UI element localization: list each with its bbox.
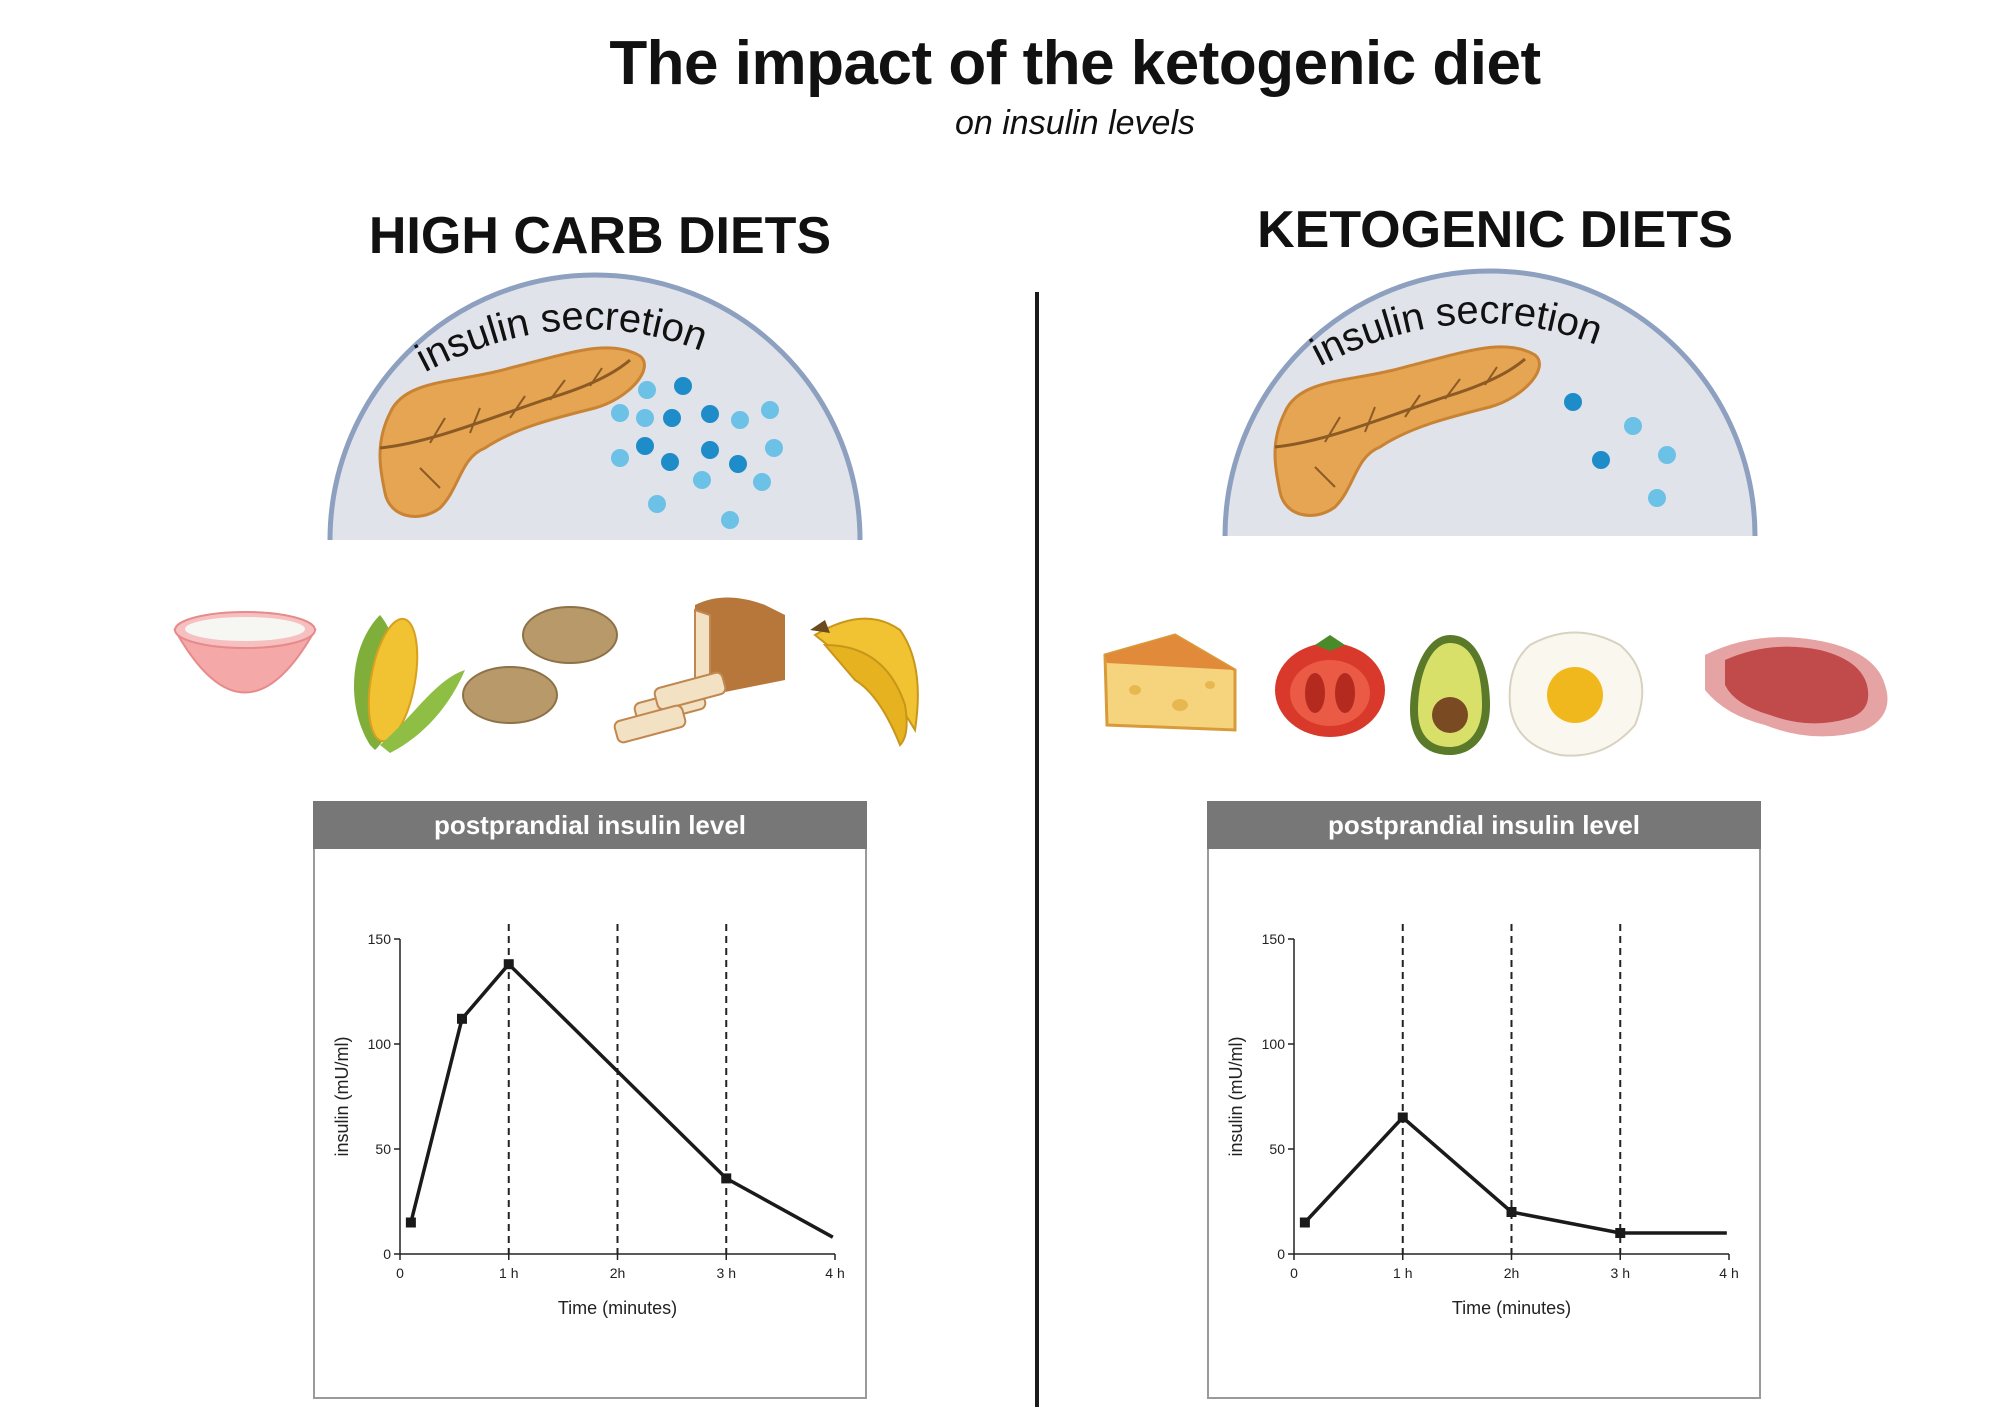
right-chart-panel: postprandial insulin level 0 50 100 150 0 1 h… — [1207, 801, 1761, 1399]
left-chart-panel: postprandial insulin level 0 50 100 150 0 1 h… — [313, 801, 867, 1399]
pancreas-icon — [378, 346, 646, 518]
bread-icon — [613, 597, 785, 744]
high-carb-title: HIGH CARB DIETS — [368, 207, 832, 265]
potatoes-icon — [462, 606, 618, 724]
x-axis-label: Time (minutes) — [1452, 1298, 1571, 1318]
x-tick-label: 4 h — [1719, 1265, 1738, 1281]
data-point — [456, 1013, 467, 1024]
x-tick-label: 4 h — [825, 1265, 844, 1281]
series-line — [409, 962, 834, 1239]
y-tick-label: 0 — [383, 1246, 391, 1262]
right-chart-header: postprandial insulin level — [1207, 801, 1761, 849]
y-tick-label: 150 — [368, 931, 392, 947]
left-insulin-dome: insulin secretion — [327, 272, 863, 541]
bananas-icon — [810, 617, 919, 747]
y-tick-label: 0 — [1277, 1246, 1285, 1262]
x-tick-label: 2h — [610, 1265, 626, 1281]
data-point — [405, 1217, 416, 1228]
x-tick-label: 3 h — [1611, 1265, 1630, 1281]
avocado-icon — [1410, 635, 1490, 755]
y-tick-label: 150 — [1262, 931, 1286, 947]
corn-icon — [353, 615, 465, 753]
x-tick-label: 0 — [396, 1265, 404, 1281]
insulin-particles — [611, 377, 783, 529]
page-title: The impact of the ketogenic diet — [609, 29, 1541, 98]
data-point — [1299, 1217, 1310, 1228]
insulin-particles — [1564, 393, 1676, 507]
x-tick-label: 1 h — [499, 1265, 518, 1281]
left-chart-header: postprandial insulin level — [313, 801, 867, 849]
data-point — [1506, 1207, 1517, 1217]
fried-egg-icon — [1508, 631, 1644, 757]
rice-bowl-icon — [173, 611, 317, 694]
y-axis-label: insulin (mU/ml) — [332, 1036, 352, 1156]
y-axis-label: insulin (mU/ml) — [1226, 1036, 1246, 1156]
left-insulin-chart: 0 50 100 150 0 1 h 2h 3 h 4 h Time (minutes) insul… — [332, 924, 845, 1318]
data-point — [503, 959, 514, 970]
data-point — [1397, 1112, 1408, 1123]
right-insulin-dome: insulin secretion — [1222, 268, 1758, 537]
x-tick-label: 0 — [1290, 1265, 1298, 1281]
data-point — [721, 1173, 732, 1184]
data-point — [1615, 1228, 1626, 1238]
right-insulin-chart: 0 50 100 150 0 1 h 2h 3 h 4 h Time (minutes) insul… — [1226, 924, 1739, 1318]
column-divider — [1035, 292, 1039, 1407]
pancreas-icon — [1273, 345, 1541, 517]
y-tick-label: 100 — [1262, 1036, 1286, 1052]
ketogenic-foods — [1103, 631, 1888, 757]
y-tick-label: 100 — [368, 1036, 392, 1052]
x-tick-label: 1 h — [1393, 1265, 1412, 1281]
page-subtitle: on insulin levels — [954, 104, 1196, 142]
high-carb-foods — [173, 597, 919, 753]
x-axis-label: Time (minutes) — [558, 1298, 677, 1318]
y-tick-label: 50 — [375, 1141, 391, 1157]
cheese-icon — [1103, 633, 1237, 732]
tomato-icon — [1275, 635, 1385, 737]
ketogenic-title: KETOGENIC DIETS — [1257, 201, 1733, 259]
x-tick-label: 2h — [1504, 1265, 1520, 1281]
x-tick-label: 3 h — [717, 1265, 736, 1281]
steak-icon — [1705, 637, 1888, 737]
y-tick-label: 50 — [1269, 1141, 1285, 1157]
